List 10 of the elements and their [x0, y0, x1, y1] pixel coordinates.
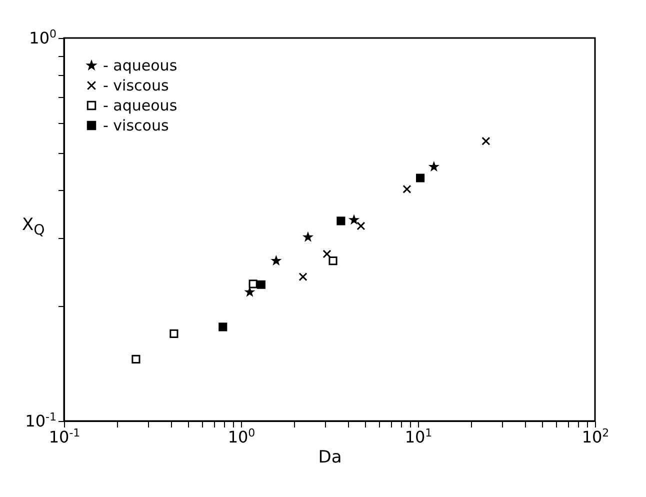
x-tick-label: 10$^{-1}$: [48, 426, 80, 446]
x-axis-title: Da: [318, 448, 342, 468]
legend-label: - viscous: [103, 76, 169, 94]
x-tick-label: 10$^{1}$: [404, 426, 432, 446]
y-axis-title: X$_{Q}$: [22, 215, 45, 238]
legend-label: - aqueous: [103, 56, 178, 74]
legend-label: - viscous: [103, 116, 169, 134]
x-tick-label: 10$^{2}$: [582, 426, 610, 446]
x-tick-label: 10$^{0}$: [228, 426, 256, 446]
legend-label: - aqueous: [103, 96, 178, 114]
